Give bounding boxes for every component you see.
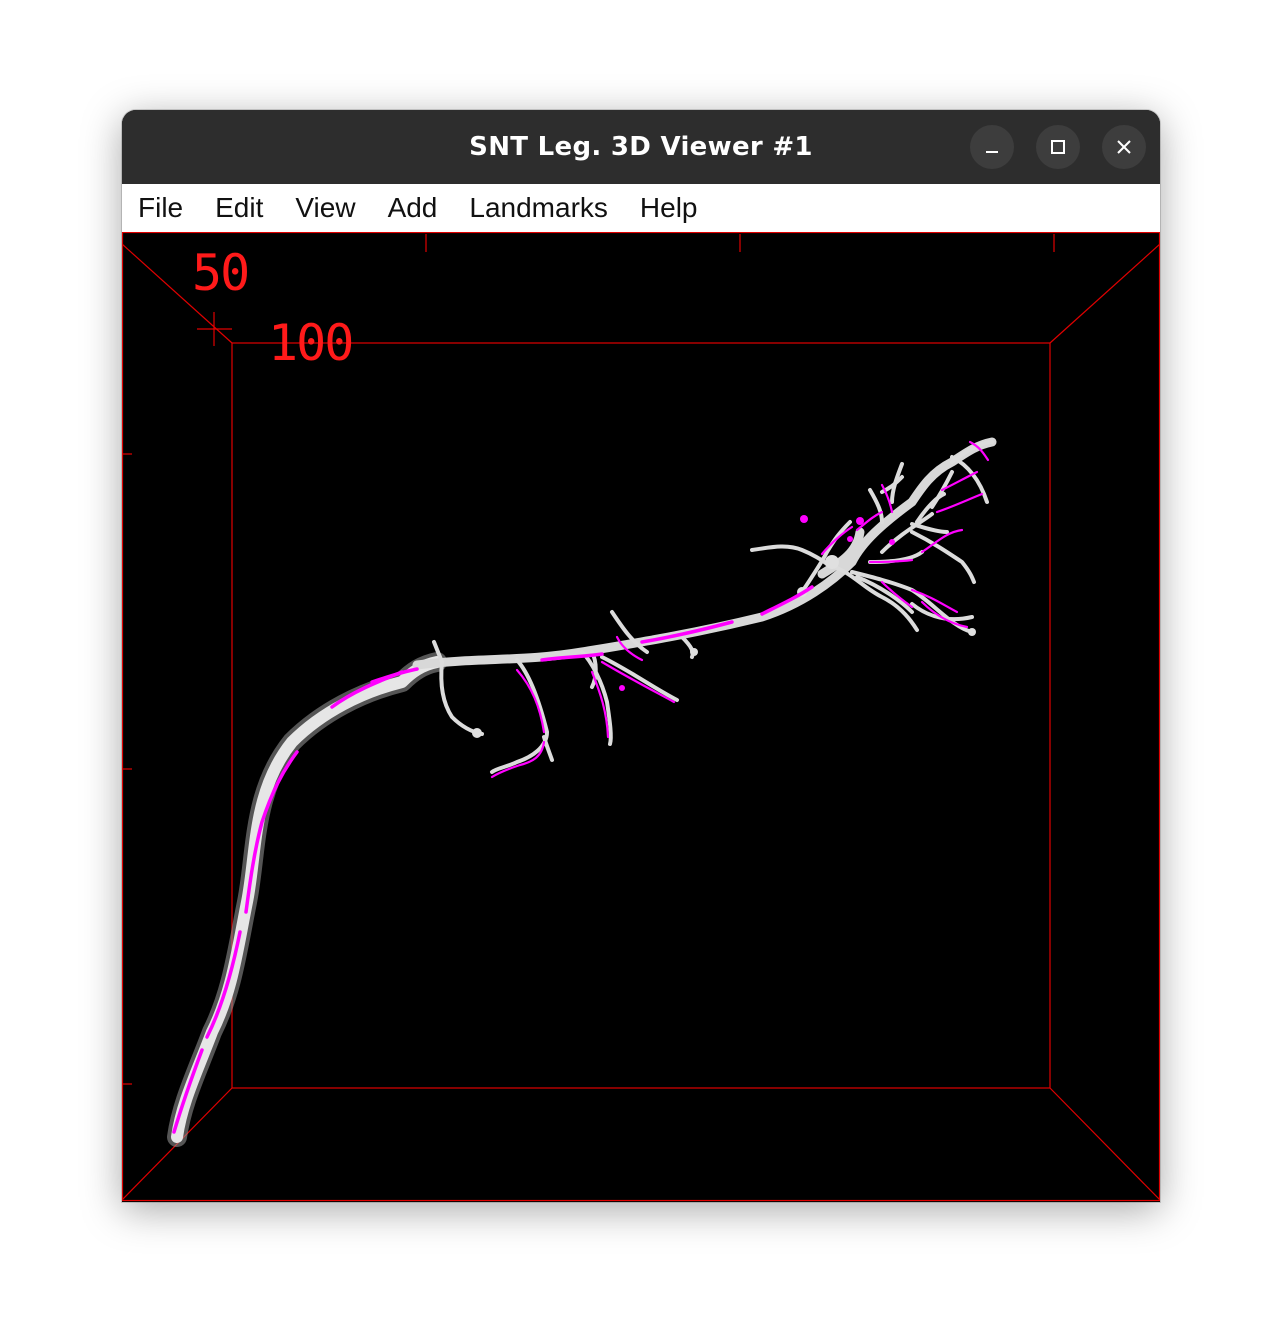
neuron-surface — [167, 437, 997, 1147]
3d-canvas[interactable]: 50 100 — [122, 232, 1160, 1202]
menu-edit[interactable]: Edit — [215, 192, 264, 223]
title-bar[interactable]: SNT Leg. 3D Viewer #1 — [122, 110, 1160, 184]
menu-file[interactable]: File — [138, 192, 184, 223]
minimize-icon — [986, 151, 998, 153]
window-title: SNT Leg. 3D Viewer #1 — [469, 132, 813, 162]
close-button[interactable] — [1102, 125, 1146, 169]
menu-bar: File Edit View Add Landmarks Help — [122, 184, 1160, 232]
scale-label-100: 100 — [268, 314, 354, 372]
minimize-button[interactable] — [970, 125, 1014, 169]
menu-view[interactable]: View — [295, 192, 356, 223]
scale-label-50: 50 — [192, 244, 250, 302]
close-icon — [1117, 140, 1131, 154]
bounding-box — [122, 232, 1160, 1202]
trace-paths — [172, 440, 990, 1134]
menu-landmarks[interactable]: Landmarks — [469, 192, 608, 223]
maximize-button[interactable] — [1036, 125, 1080, 169]
viewer-window: SNT Leg. 3D Viewer #1 File Edit View Add… — [122, 110, 1160, 1202]
menu-help[interactable]: Help — [639, 192, 698, 223]
maximize-icon — [1051, 140, 1065, 154]
menu-add[interactable]: Add — [387, 192, 438, 223]
scene — [122, 232, 1160, 1202]
